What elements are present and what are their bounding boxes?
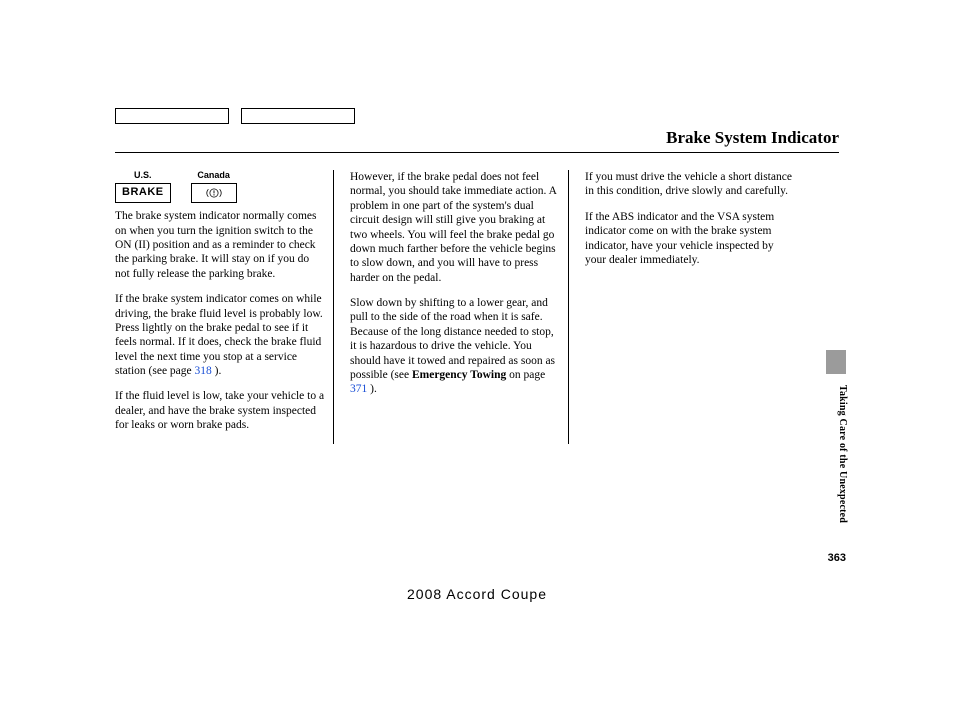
us-label: U.S. xyxy=(134,170,152,181)
canada-indicator: Canada xyxy=(191,170,237,203)
tab-box-2 xyxy=(241,108,355,124)
col2-p2b: on page xyxy=(506,369,545,381)
title-rule xyxy=(115,152,839,153)
manual-page: Brake System Indicator U.S. BRAKE Canada xyxy=(0,0,954,710)
brake-text-icon: BRAKE xyxy=(115,183,171,203)
col1-p1: The brake system indicator normally come… xyxy=(115,209,325,281)
tab-box-1 xyxy=(115,108,229,124)
page-title: Brake System Indicator xyxy=(666,128,839,148)
brake-symbol-icon xyxy=(191,183,237,203)
col2-p2: Slow down by shifting to a lower gear, a… xyxy=(350,296,560,397)
us-indicator: U.S. BRAKE xyxy=(115,170,171,203)
page-link-318[interactable]: 318 xyxy=(195,365,212,377)
content-columns: U.S. BRAKE Canada xyxy=(115,170,803,444)
indicator-icons: U.S. BRAKE Canada xyxy=(115,170,325,203)
canada-label: Canada xyxy=(197,170,230,181)
column-3: If you must drive the vehicle a short di… xyxy=(568,170,803,444)
col1-p2: If the brake system indicator comes on w… xyxy=(115,292,325,378)
header-tab-boxes xyxy=(115,108,355,124)
section-label: Taking Care of the Unexpected xyxy=(837,385,848,523)
page-number: 363 xyxy=(828,552,846,564)
section-tab xyxy=(826,350,846,374)
emergency-towing-bold: Emergency Towing xyxy=(412,369,506,381)
brake-warning-icon xyxy=(205,186,223,200)
col2-p2c: ). xyxy=(367,383,377,395)
column-2: However, if the brake pedal does not fee… xyxy=(333,170,568,444)
footer-model: 2008 Accord Coupe xyxy=(0,586,954,602)
col3-p2: If the ABS indicator and the VSA system … xyxy=(585,210,795,268)
col2-p1: However, if the brake pedal does not fee… xyxy=(350,170,560,285)
column-1: U.S. BRAKE Canada xyxy=(115,170,333,444)
page-link-371[interactable]: 371 xyxy=(350,383,367,395)
col1-p3: If the fluid level is low, take your veh… xyxy=(115,389,325,432)
col3-p1: If you must drive the vehicle a short di… xyxy=(585,170,795,199)
col1-p2b: ). xyxy=(212,365,222,377)
